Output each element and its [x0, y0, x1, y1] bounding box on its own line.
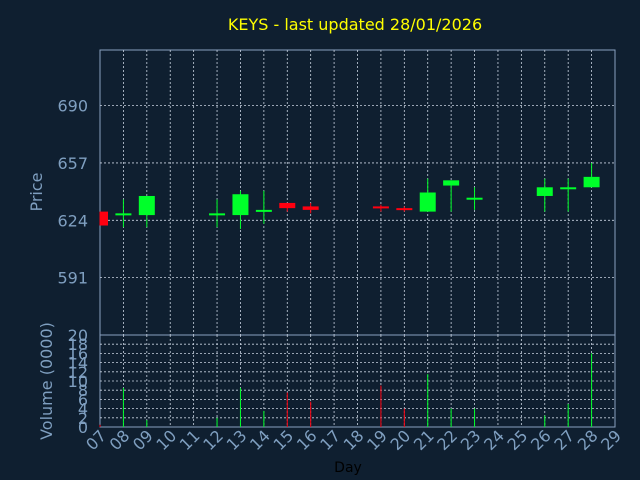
volume-y-tick-label: 6: [78, 390, 88, 409]
candles: [99, 162, 600, 229]
x-axis-label: Day: [334, 460, 362, 476]
volume-y-tick-label: 14: [68, 354, 88, 373]
candle-body: [536, 187, 553, 196]
volume-y-tick-label: 0: [78, 418, 88, 437]
price-grid: [100, 50, 615, 335]
candle-body: [100, 211, 108, 226]
price-y-tick-label: 657: [57, 154, 88, 173]
candle-body: [232, 194, 249, 216]
candle-body: [302, 206, 319, 210]
chart-title: KEYS - last updated 28/01/2026: [228, 15, 482, 34]
volume-y-tick-label: 10: [68, 372, 88, 391]
candle-body: [372, 206, 389, 209]
volume-y-tick-label: 20: [68, 326, 88, 345]
candle-body: [279, 202, 296, 209]
candle-body: [443, 180, 460, 186]
volume-y-tick-label: 4: [78, 400, 88, 419]
candle-body: [396, 208, 413, 211]
price-axis-label: Price: [27, 172, 46, 211]
candle-body: [419, 192, 436, 212]
volume-y-tick-label: 16: [68, 344, 88, 363]
candle-body: [209, 213, 226, 216]
candle-body: [560, 187, 577, 190]
volume-axis-label: Volume (0000): [37, 322, 56, 440]
volume-bars: [99, 353, 593, 427]
price-y-tick-label: 591: [57, 269, 88, 288]
x-ticks: 0708091011121314151617181920212223242526…: [82, 426, 625, 454]
volume-y-tick-label: 2: [78, 409, 88, 428]
price-y-tick-label: 624: [57, 211, 88, 230]
candle-body: [583, 176, 600, 188]
candle-body: [255, 209, 272, 212]
price-y-ticks: 591 624 657 690: [57, 97, 88, 288]
volume-y-tick-label: 12: [68, 363, 88, 382]
candle-body: [138, 195, 155, 216]
candle-body: [466, 197, 483, 200]
candle-body: [115, 213, 132, 216]
price-y-tick-label: 690: [57, 97, 88, 116]
volume-y-tick-label: 8: [78, 381, 88, 400]
x-tick-label: 29: [597, 426, 625, 454]
volume-y-tick-label: 18: [68, 335, 88, 354]
